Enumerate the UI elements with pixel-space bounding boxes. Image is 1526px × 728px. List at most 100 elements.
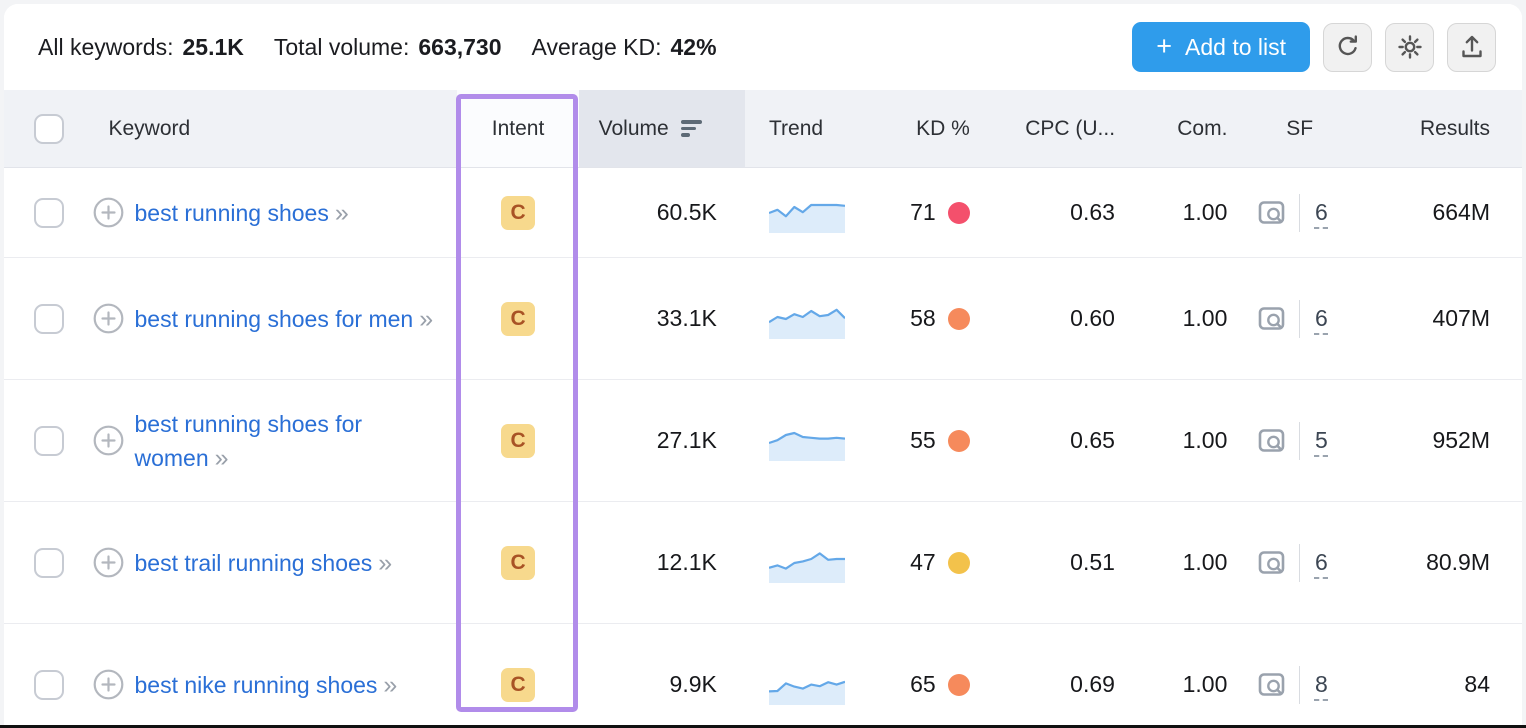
column-header-intent[interactable]: Intent [457, 90, 579, 167]
keyword-link[interactable]: best running shoes for men [134, 305, 414, 332]
kd-level-dot [947, 673, 970, 696]
com-value: 1.00 [1182, 305, 1228, 331]
kd-value: 71 [910, 199, 936, 225]
intent-badge-commercial[interactable]: C [501, 195, 536, 230]
keyword-cell-text: best running shoes for women» [134, 407, 451, 475]
trend-sparkline [768, 193, 845, 233]
com-value: 1.00 [1182, 671, 1228, 697]
refresh-icon [1334, 33, 1362, 61]
open-keyword-icon[interactable]: » [334, 198, 350, 227]
open-keyword-icon[interactable]: » [378, 548, 394, 577]
volume-value: 60.5K [656, 199, 717, 225]
select-all-checkbox[interactable] [33, 113, 64, 144]
open-keyword-icon[interactable]: » [419, 304, 435, 333]
row-checkbox[interactable] [33, 425, 64, 456]
kd-level-dot [947, 307, 970, 330]
kd-level-dot [947, 201, 970, 224]
keyword-link[interactable]: best running shoes for women [134, 410, 363, 471]
cpc-value: 0.51 [1070, 549, 1115, 575]
sf-count[interactable]: 6 [1314, 547, 1329, 579]
keyword-link[interactable]: best running shoes [134, 199, 329, 226]
add-keyword-icon[interactable] [93, 303, 124, 334]
column-label: KD % [916, 116, 970, 140]
kd-cell: 47 [874, 502, 983, 623]
row-checkbox[interactable] [33, 303, 64, 334]
sort-desc-icon[interactable] [680, 120, 702, 137]
stat-value: 42% [670, 33, 717, 60]
refresh-button[interactable] [1323, 22, 1372, 72]
intent-badge-commercial[interactable]: C [501, 301, 536, 336]
stat-value: 663,730 [418, 33, 502, 60]
intent-badge-commercial[interactable]: C [501, 423, 536, 458]
serp-features-icon[interactable] [1256, 547, 1287, 578]
keyword-cell-text: best running shoes» [134, 196, 349, 230]
row-checkbox[interactable] [33, 669, 64, 700]
column-header-com[interactable]: Com. [1128, 90, 1242, 167]
volume-value: 27.1K [656, 427, 717, 453]
trend-sparkline [768, 299, 845, 339]
table-row: best running shoes» C 60.5K 71 0.63 1.00… [4, 168, 1522, 258]
add-keyword-icon[interactable] [93, 425, 124, 456]
keyword-cell-text: best trail running shoes» [134, 546, 393, 580]
results-value: 84 [1464, 671, 1490, 697]
column-header-results[interactable]: Results [1357, 90, 1522, 167]
table-row: best nike running shoes» C 9.9K 65 0.69 … [4, 624, 1522, 728]
add-keyword-icon[interactable] [93, 197, 124, 228]
summary-stats: All keywords: 25.1K Total volume: 663,73… [38, 34, 717, 61]
kd-level-dot [947, 551, 970, 574]
column-label: Volume [598, 116, 669, 140]
keyword-link[interactable]: best trail running shoes [134, 549, 373, 576]
volume-value: 9.9K [669, 671, 717, 697]
table-body: best running shoes» C 60.5K 71 0.63 1.00… [4, 168, 1522, 728]
serp-features-icon[interactable] [1256, 425, 1287, 456]
results-panel: All keywords: 25.1K Total volume: 663,73… [4, 4, 1522, 728]
column-label: CPC (U... [1025, 116, 1116, 140]
serp-features-icon[interactable] [1256, 197, 1287, 228]
trend-sparkline [768, 421, 845, 461]
row-checkbox[interactable] [33, 197, 64, 228]
column-header-volume[interactable]: Volume [578, 90, 745, 167]
serp-features-icon[interactable] [1256, 669, 1287, 700]
com-value: 1.00 [1182, 427, 1228, 453]
open-keyword-icon[interactable]: » [214, 443, 230, 472]
open-keyword-icon[interactable]: » [383, 670, 399, 699]
volume-value: 12.1K [656, 549, 717, 575]
results-value: 664M [1432, 199, 1490, 225]
sf-count[interactable]: 5 [1314, 425, 1329, 457]
kd-cell: 65 [874, 624, 983, 728]
sf-count[interactable]: 8 [1314, 669, 1329, 701]
plus-icon: + [1156, 30, 1172, 61]
kd-cell: 71 [874, 168, 983, 257]
keyword-link[interactable]: best nike running shoes [134, 671, 378, 698]
add-to-list-button[interactable]: + Add to list [1132, 22, 1310, 72]
sf-count[interactable]: 6 [1314, 197, 1329, 229]
stat-value: 25.1K [182, 33, 244, 60]
column-label: Intent [491, 116, 545, 140]
sf-divider [1299, 299, 1301, 338]
stat-total-volume: Total volume: 663,730 [274, 34, 502, 61]
stat-label: All keywords: [38, 33, 174, 60]
stat-average-kd: Average KD: 42% [532, 34, 717, 61]
sf-divider [1299, 543, 1301, 582]
export-button[interactable] [1447, 22, 1496, 72]
column-header-cpc[interactable]: CPC (U... [984, 90, 1128, 167]
intent-badge-commercial[interactable]: C [501, 545, 536, 580]
intent-badge-commercial[interactable]: C [501, 667, 536, 702]
sf-divider [1299, 193, 1301, 232]
column-header-trend[interactable]: Trend [745, 90, 874, 167]
column-header-kd[interactable]: KD % [874, 90, 983, 167]
sf-count[interactable]: 6 [1314, 303, 1329, 335]
column-label: Keyword [108, 116, 191, 140]
column-header-keyword[interactable]: Keyword [93, 90, 457, 167]
add-keyword-icon[interactable] [93, 547, 124, 578]
add-keyword-icon[interactable] [93, 669, 124, 700]
com-value: 1.00 [1182, 549, 1228, 575]
row-checkbox[interactable] [33, 547, 64, 578]
volume-value: 33.1K [656, 305, 717, 331]
column-header-sf[interactable]: SF [1242, 90, 1356, 167]
settings-button[interactable] [1385, 22, 1434, 72]
com-value: 1.00 [1182, 199, 1228, 225]
trend-sparkline [768, 665, 845, 705]
serp-features-icon[interactable] [1256, 303, 1287, 334]
